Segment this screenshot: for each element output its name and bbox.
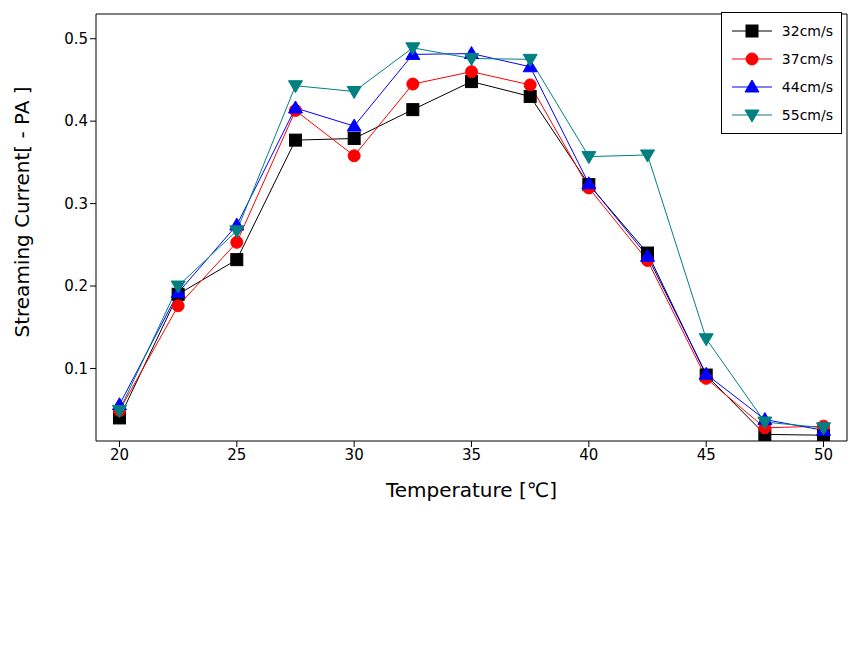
svg-text:20: 20 bbox=[110, 446, 129, 464]
svg-text:0.3: 0.3 bbox=[64, 195, 88, 213]
svg-text:Streaming Current[ - PA ]: Streaming Current[ - PA ] bbox=[10, 86, 34, 337]
html-text:44cm/s: 44cm/s bbox=[781, 79, 833, 95]
html-text:32cm/s: 32cm/s bbox=[781, 23, 833, 39]
svg-text:0.5: 0.5 bbox=[64, 30, 88, 48]
svg-text:30: 30 bbox=[345, 446, 364, 464]
svg-text:0.4: 0.4 bbox=[64, 112, 88, 130]
svg-text:45: 45 bbox=[697, 446, 716, 464]
svg-text:50: 50 bbox=[814, 446, 833, 464]
svg-text:35: 35 bbox=[462, 446, 481, 464]
html-text:37cm/s: 37cm/s bbox=[781, 51, 833, 67]
html-text:55cm/s: 55cm/s bbox=[781, 107, 833, 123]
svg-text:40: 40 bbox=[579, 446, 598, 464]
svg-text:0.1: 0.1 bbox=[64, 360, 88, 378]
svg-text:Temperature [℃]: Temperature [℃] bbox=[385, 478, 557, 502]
svg-text:25: 25 bbox=[227, 446, 246, 464]
svg-text:0.2: 0.2 bbox=[64, 277, 88, 295]
